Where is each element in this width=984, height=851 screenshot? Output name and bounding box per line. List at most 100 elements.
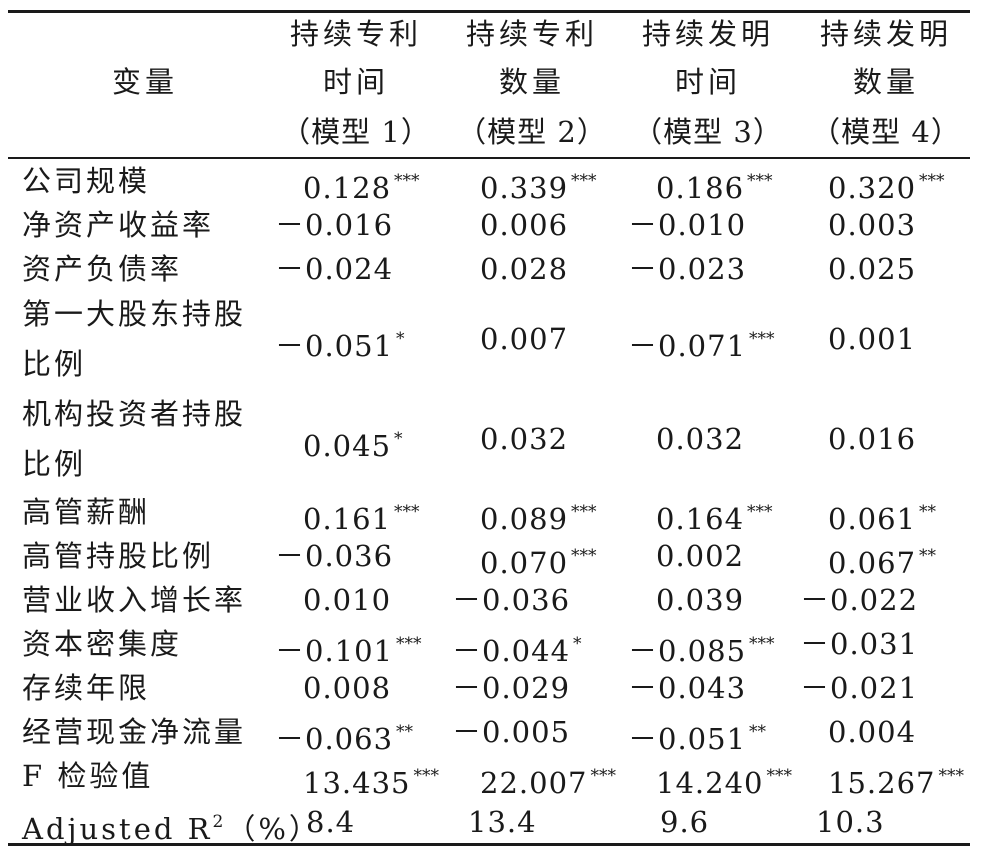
cell-value: －0.063 [275, 722, 394, 756]
cell-value: －0.024 [275, 252, 394, 286]
cell-value: 0.089 [480, 502, 569, 536]
significance-stars: *** [571, 171, 597, 191]
table-cell: －0.036 [452, 578, 570, 622]
header-model-3-line1: 持续发明 [641, 17, 774, 51]
cell-value: 0.002 [656, 539, 745, 573]
cell-value: －0.044 [452, 634, 571, 668]
significance-stars: * [394, 429, 403, 449]
table-cell: 14.240 *** [656, 754, 792, 805]
table-cell: 15.267 *** [828, 754, 964, 805]
cell-value: 0.186 [656, 171, 745, 205]
significance-stars: *** [747, 171, 773, 191]
significance-stars: *** [413, 766, 439, 786]
significance-stars: ** [749, 722, 767, 742]
r2-value: 8.4 [306, 805, 356, 839]
cell-value: 0.161 [303, 502, 392, 536]
cell-value: 0.070 [480, 546, 569, 580]
header-variable: 变量 [111, 65, 178, 99]
significance-stars: *** [938, 766, 964, 786]
cell-value: 13.435 [303, 766, 411, 800]
row-label: 公司规模 [22, 164, 151, 198]
table-cell: －0.036 [275, 534, 393, 578]
table-cell: 0.089 *** [480, 490, 597, 541]
cell-value: 0.010 [303, 583, 392, 617]
row-label: 比例 [22, 347, 87, 381]
header-model-4-line2: 数量 [852, 65, 919, 99]
row-label: 比例 [22, 447, 87, 481]
table-cell: 0.070 *** [480, 534, 597, 585]
header-model-2-line3: （模型 2） [457, 115, 607, 149]
table-cell: －0.031 [800, 622, 918, 666]
r2-label-prefix: Adjusted R [22, 812, 213, 846]
significance-stars: ** [919, 502, 937, 522]
top-rule [8, 10, 970, 13]
table-cell: －0.101 *** [275, 622, 422, 673]
cell-value: 0.025 [828, 252, 917, 286]
cell-value: －0.023 [628, 252, 747, 286]
table-cell: 0.001 [828, 317, 916, 361]
row-label: 高管薪酬 [22, 495, 151, 529]
header-model-1-line2: 时间 [322, 65, 389, 99]
row-label: 第一大股东持股 [22, 297, 247, 331]
table-cell: －0.016 [275, 203, 393, 247]
header-model-1-line1: 持续专利 [289, 17, 422, 51]
table-cell: 0.007 [480, 317, 568, 361]
table-cell: 0.025 [828, 247, 916, 291]
table-cell: 0.039 [656, 578, 744, 622]
table-cell: 0.045 * [303, 417, 403, 468]
cell-value: 14.240 [656, 766, 764, 800]
cell-value: －0.021 [800, 671, 919, 705]
significance-stars: ** [919, 546, 937, 566]
cell-value: －0.022 [800, 583, 919, 617]
cell-value: －0.016 [275, 208, 394, 242]
cell-value: －0.051 [628, 722, 747, 756]
row-label: 营业收入增长率 [22, 583, 247, 617]
r2-value: 9.6 [660, 805, 710, 839]
table-cell: －0.022 [800, 578, 918, 622]
cell-value: －0.036 [452, 583, 571, 617]
significance-stars: *** [919, 171, 945, 191]
table-cell: 0.004 [828, 710, 916, 754]
table-cell: －0.005 [452, 710, 570, 754]
cell-value: －0.071 [628, 329, 747, 363]
header-model-4-line1: 持续发明 [819, 17, 952, 51]
cell-value: 0.032 [656, 422, 745, 456]
header-model-1-line3: （模型 1） [281, 115, 431, 149]
cell-value: 15.267 [828, 766, 936, 800]
r2-label: Adjusted R2（%） [22, 800, 321, 851]
row-label: 高管持股比例 [22, 539, 215, 573]
cell-value: 0.164 [656, 502, 745, 536]
cell-value: 0.007 [480, 322, 569, 356]
cell-value: －0.005 [452, 715, 571, 749]
significance-stars: *** [394, 502, 420, 522]
header-model-3-line2: 时间 [674, 65, 741, 99]
r2-label-sup: 2 [212, 812, 227, 832]
row-label: 资本密集度 [22, 627, 183, 661]
table-cell: 0.002 [656, 534, 744, 578]
header-rule [8, 157, 970, 159]
cell-value: 0.128 [303, 171, 392, 205]
cell-value: 0.016 [828, 422, 917, 456]
table-cell: －0.043 [628, 666, 746, 710]
significance-stars: *** [766, 766, 792, 786]
table-cell: －0.044 * [452, 622, 582, 673]
table-cell: 0.164 *** [656, 490, 773, 541]
cell-value: 0.339 [480, 171, 569, 205]
table-cell: 0.010 [303, 578, 391, 622]
cell-value: －0.031 [800, 627, 919, 661]
row-label: 机构投资者持股 [22, 397, 247, 431]
significance-stars: *** [571, 502, 597, 522]
table-cell: －0.063 ** [275, 710, 413, 761]
cell-value: 22.007 [480, 766, 588, 800]
table-cell: －0.071 *** [628, 317, 775, 368]
cell-value: 0.320 [828, 171, 917, 205]
table-cell: 0.186 *** [656, 159, 773, 210]
cell-value: 0.028 [480, 252, 569, 286]
significance-stars: * [396, 329, 405, 349]
header-model-2-line2: 数量 [498, 65, 565, 99]
table-cell: －0.010 [628, 203, 746, 247]
header-model-3-line3: （模型 3） [633, 115, 783, 149]
table-cell: －0.024 [275, 247, 393, 291]
cell-value: 0.061 [828, 502, 917, 536]
